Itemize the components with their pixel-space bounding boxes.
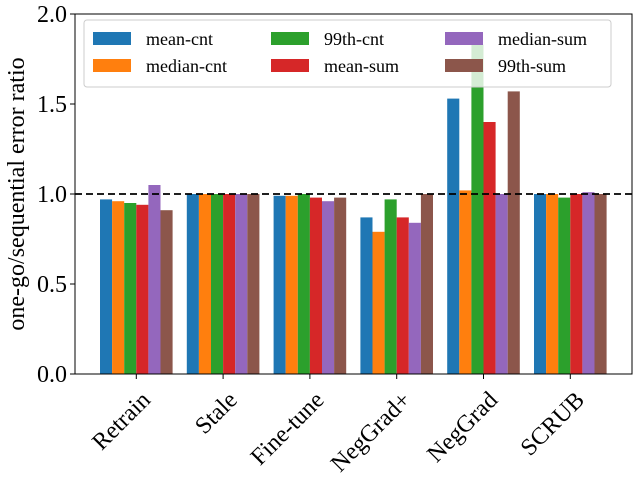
- bar-median-cnt-scrub: [546, 194, 559, 374]
- bar-mean-sum-neggrad-: [396, 217, 409, 374]
- legend-swatch-99th-sum: [445, 59, 483, 72]
- legend-swatch-mean-sum: [271, 59, 309, 72]
- bar-median-sum-fine-tune: [322, 201, 335, 374]
- y-tick-label: 2.0: [37, 2, 67, 28]
- bar-mean-cnt-retrain: [100, 199, 113, 374]
- x-tick-label: Retrain: [88, 387, 156, 455]
- legend-swatch-median-cnt: [93, 59, 131, 72]
- bar-mean-cnt-neggrad-: [360, 217, 373, 374]
- bar-mean-sum-fine-tune: [309, 197, 322, 374]
- legend-swatch-median-sum: [445, 32, 483, 45]
- bar-median-cnt-fine-tune: [285, 195, 298, 374]
- bar-99th-sum-scrub: [594, 194, 607, 374]
- y-axis-label: one-go/sequential error ratio: [4, 57, 30, 330]
- bar-mean-cnt-fine-tune: [273, 195, 286, 374]
- legend-swatch-mean-cnt: [93, 32, 131, 45]
- bar-99th-cnt-neggrad: [471, 44, 484, 374]
- bar-median-cnt-neggrad-: [372, 231, 385, 374]
- bar-median-cnt-neggrad: [459, 190, 472, 374]
- bar-99th-sum-stale: [247, 194, 260, 374]
- legend-label-99th-sum: 99th-sum: [498, 56, 566, 76]
- bar-mean-cnt-scrub: [534, 194, 547, 374]
- x-tick-label: NegGrad: [422, 387, 503, 468]
- legend-label-mean-sum: mean-sum: [324, 56, 399, 76]
- bar-median-sum-scrub: [582, 192, 595, 374]
- y-tick-label: 1.0: [37, 182, 67, 208]
- bar-99th-cnt-neggrad-: [384, 199, 397, 374]
- bar-median-cnt-retrain: [112, 201, 125, 374]
- bar-99th-cnt-stale: [211, 194, 224, 374]
- bar-99th-cnt-fine-tune: [297, 194, 310, 374]
- bar-median-sum-stale: [235, 194, 248, 374]
- x-tick-label: Stale: [190, 387, 242, 439]
- bar-mean-cnt-neggrad: [447, 98, 460, 374]
- bar-99th-cnt-scrub: [558, 197, 571, 374]
- legend-label-99th-cnt: 99th-cnt: [324, 29, 384, 49]
- y-tick-label: 1.5: [37, 92, 67, 118]
- bar-mean-sum-scrub: [570, 194, 583, 374]
- x-tick-label: SCRUB: [516, 387, 590, 461]
- bar-median-sum-neggrad: [495, 194, 508, 374]
- bar-mean-sum-stale: [223, 194, 236, 374]
- bar-median-cnt-stale: [198, 194, 211, 374]
- bar-99th-sum-neggrad: [507, 91, 520, 375]
- legend: mean-cnt median-cnt 99th-cnt mean-sum median…: [83, 19, 612, 88]
- bar-median-sum-neggrad-: [408, 222, 421, 374]
- legend-swatch-99th-cnt: [271, 32, 309, 45]
- bar-mean-sum-retrain: [136, 204, 149, 374]
- y-tick-label: 0.5: [37, 272, 67, 298]
- y-tick-label: 0.0: [37, 362, 67, 388]
- bar-mean-sum-neggrad: [483, 122, 496, 374]
- bars-group: [100, 44, 607, 375]
- legend-label-mean-cnt: mean-cnt: [146, 29, 213, 49]
- legend-label-median-sum: median-sum: [498, 29, 587, 49]
- bar-median-sum-retrain: [148, 185, 161, 374]
- x-tick-label: Fine-tune: [246, 387, 329, 470]
- legend-label-median-cnt: median-cnt: [146, 56, 227, 76]
- bar-99th-sum-neggrad-: [420, 194, 433, 374]
- bar-99th-sum-fine-tune: [334, 197, 347, 374]
- bar-99th-cnt-retrain: [124, 203, 137, 374]
- bar-99th-sum-retrain: [160, 210, 173, 374]
- x-tick-label: NegGrad+: [326, 387, 416, 477]
- bar-mean-cnt-stale: [186, 194, 199, 374]
